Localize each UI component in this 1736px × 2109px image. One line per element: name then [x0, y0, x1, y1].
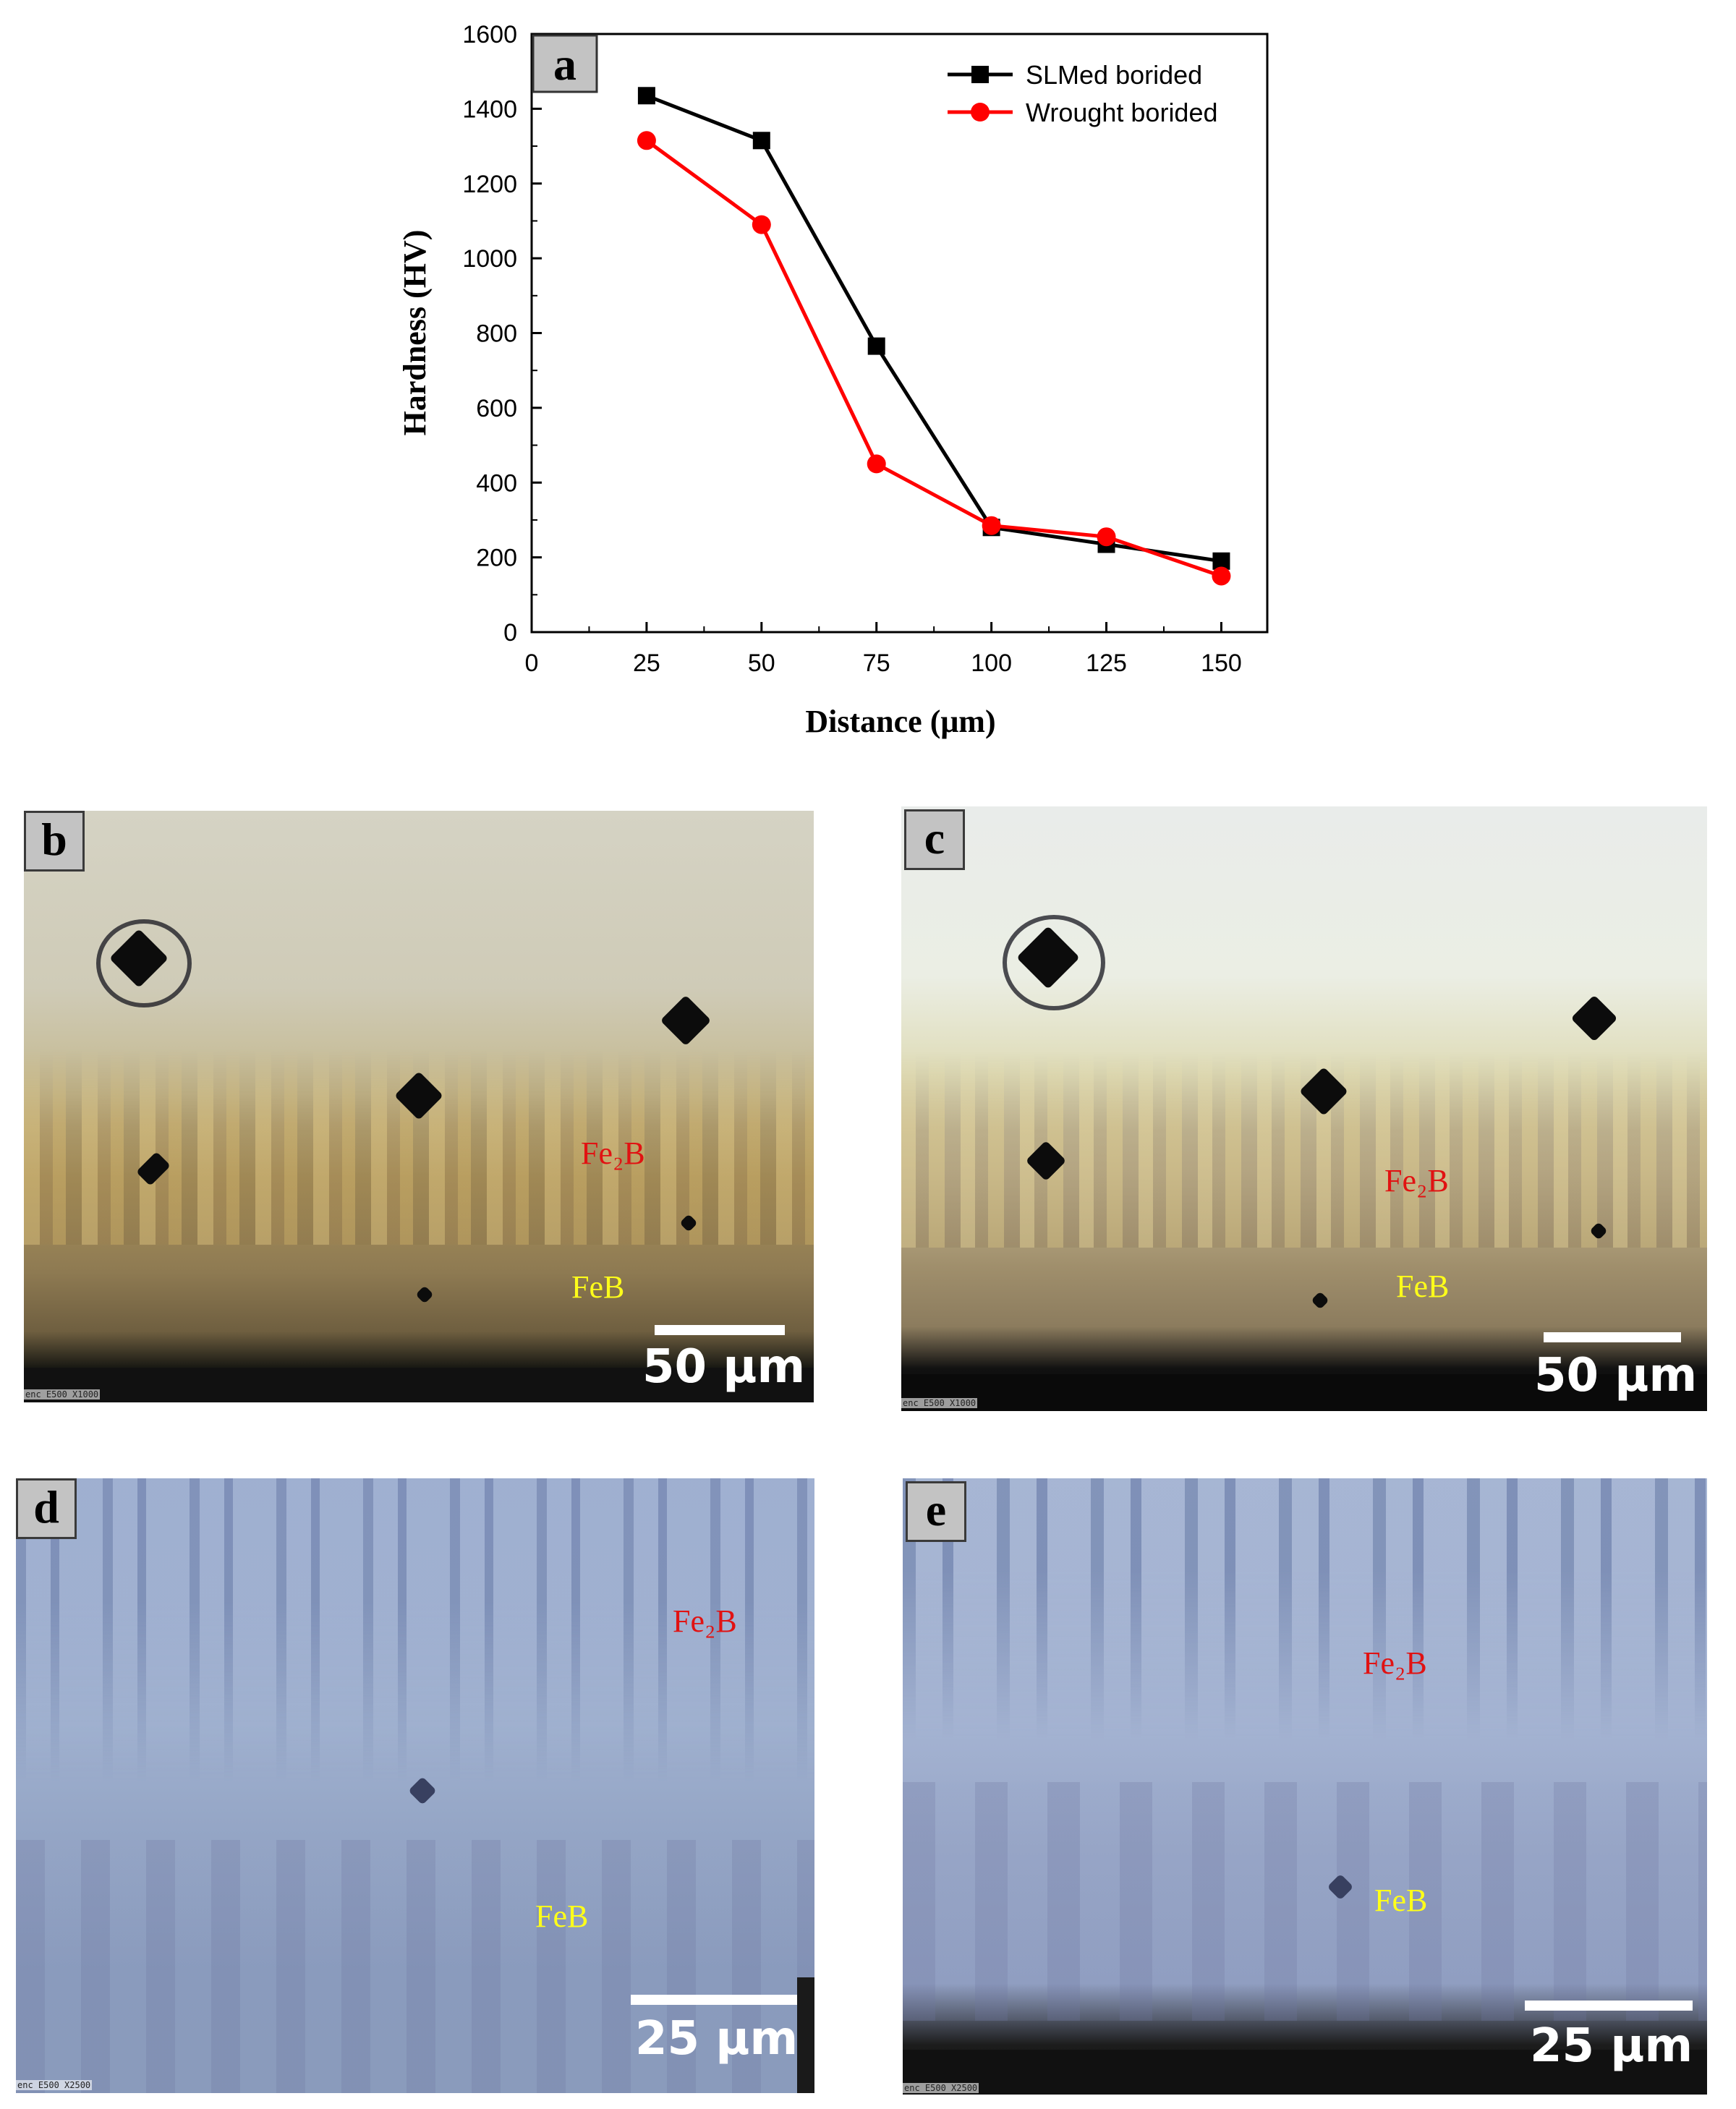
data-point-0 — [637, 87, 655, 105]
x-tick-label: 150 — [1201, 649, 1242, 677]
phase-label-fe2b: Fe₂B — [1384, 1163, 1449, 1198]
y-tick-label: 1200 — [462, 171, 517, 198]
y-axis-title: Hardness (HV) — [397, 230, 433, 436]
y-tick-label: 1400 — [462, 95, 517, 123]
footer-text: enc E500 X1000 — [901, 1398, 978, 1408]
scale-label: 50 μm — [1534, 1349, 1698, 1402]
y-tick-label: 1000 — [462, 245, 517, 273]
footer-text: enc E500 X1000 — [24, 1389, 101, 1399]
phase-label-feb: FeB — [1374, 1883, 1428, 1918]
scale-label: 25 μm — [1530, 2019, 1693, 2073]
x-axis-title: Distance (μm) — [805, 704, 995, 739]
feb-zone — [16, 1840, 814, 2093]
micrograph-d: d Fe₂B FeB 25 μm enc E500 X2500 — [16, 1478, 814, 2093]
panel-label-box — [532, 34, 598, 93]
data-point-1 — [1212, 566, 1231, 586]
series-line-0 — [645, 93, 1222, 563]
micrograph-c: c Fe₂B FeB 50 μm enc E500 X1000 — [901, 806, 1707, 1411]
micrograph-e: e Fe₂B FeB 25 μm enc E500 X2500 — [903, 1478, 1707, 2095]
data-point-1 — [1097, 527, 1116, 547]
y-tick-label: 600 — [476, 395, 517, 422]
dark-edge — [797, 1977, 814, 2093]
needle-region-c — [901, 1052, 1707, 1248]
scale-bar — [631, 1995, 797, 2005]
panel-label-d: d — [16, 1478, 77, 1539]
series-line-1 — [645, 139, 1222, 578]
micrograph-b: b Fe₂B FeB 50 μm enc E500 X1000 — [24, 811, 814, 1402]
phase-label-fe2b: Fe₂B — [673, 1603, 737, 1639]
dark-substrate-c — [901, 1374, 1707, 1411]
feb-zone — [903, 1782, 1707, 2021]
legend-label-wrought: Wrought borided — [1026, 98, 1218, 127]
x-tick-label: 25 — [633, 649, 660, 677]
indent-mark — [415, 1285, 434, 1304]
indent-mark — [660, 994, 712, 1047]
x-tick-label: 100 — [971, 649, 1012, 677]
phase-label-feb: FeB — [1396, 1269, 1450, 1304]
y-tick-label: 400 — [476, 469, 517, 497]
scale-bar — [1544, 1332, 1681, 1342]
legend-marker-wrought — [971, 103, 990, 122]
panel-label-c: c — [904, 809, 965, 870]
indent-halo — [1003, 915, 1105, 1010]
dark-substrate-b — [24, 1368, 814, 1402]
y-tick-label: 0 — [503, 619, 517, 647]
footer-text: enc E500 X2500 — [16, 2080, 93, 2090]
x-tick-label: 50 — [748, 649, 775, 677]
hardness-chart: 0 200 400 600 800 1000 1200 1400 1600 0 25 50 75 100 1… — [397, 21, 1269, 739]
dark-substrate-e — [903, 2050, 1707, 2095]
data-point-0 — [867, 337, 885, 355]
x-tick-label: 0 — [525, 649, 539, 677]
footer-text: enc E500 X2500 — [903, 2083, 979, 2093]
panel-label-e: e — [906, 1481, 966, 1542]
y-tick-label: 200 — [476, 545, 517, 572]
phase-label-feb: FeB — [535, 1899, 589, 1934]
phase-label-feb: FeB — [571, 1269, 625, 1305]
x-tick-label: 75 — [863, 649, 890, 677]
indent-mark — [1311, 1291, 1329, 1310]
scale-bar — [1525, 2001, 1693, 2011]
data-point-1 — [982, 516, 1001, 535]
scale-label: 50 μm — [642, 1340, 806, 1394]
legend: SLMed borided Wrought borided — [948, 60, 1218, 127]
data-point-1 — [637, 131, 656, 150]
y-tick-label: 800 — [476, 320, 517, 348]
scale-label: 25 μm — [635, 2012, 799, 2066]
data-point-1 — [752, 215, 771, 234]
boride-needle-layer — [16, 1478, 814, 1782]
phase-label-fe2b: Fe₂B — [1363, 1645, 1427, 1681]
legend-marker-slm — [971, 66, 989, 83]
legend-label-slm: SLMed borided — [1026, 60, 1202, 90]
panel-label-b: b — [24, 811, 85, 872]
x-tick-label: 125 — [1086, 649, 1127, 677]
data-point-0 — [752, 132, 770, 150]
boride-needle-layer — [903, 1478, 1707, 1739]
phase-label-fe2b: Fe₂B — [581, 1136, 645, 1171]
data-point-1 — [867, 454, 886, 474]
indent-halo — [96, 919, 192, 1007]
scale-bar — [655, 1325, 785, 1335]
indent-mark — [1570, 994, 1618, 1042]
panel-label: a — [553, 38, 576, 90]
y-tick-label: 1600 — [462, 21, 517, 48]
